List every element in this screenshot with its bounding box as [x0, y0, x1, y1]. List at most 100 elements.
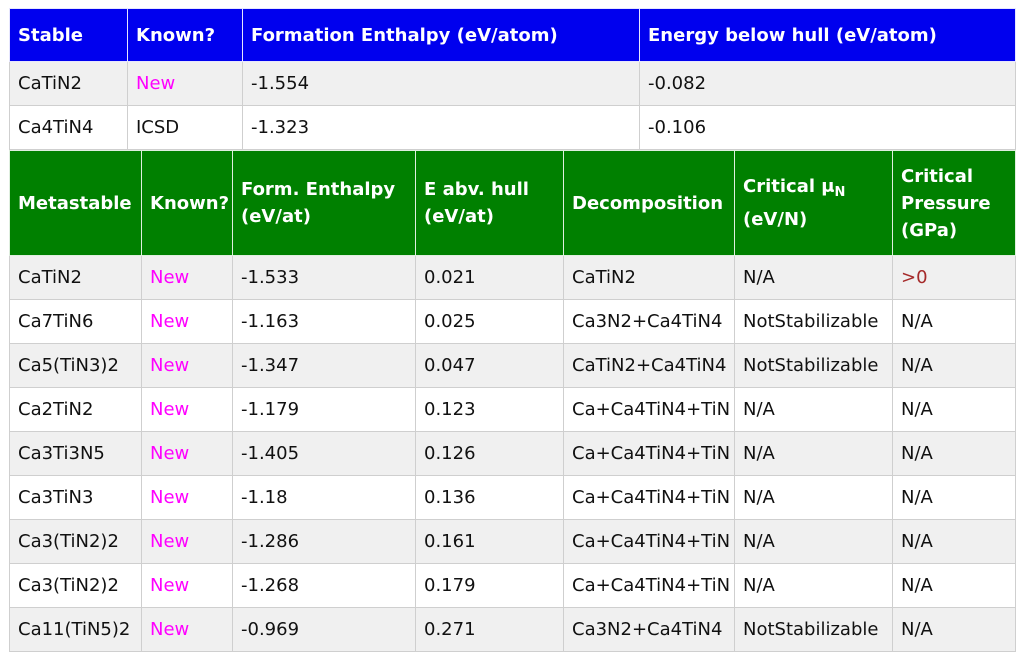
known-cell: New: [141, 607, 233, 652]
decomposition-cell: CaTiN2+Ca4TiN4: [563, 343, 735, 388]
header-critical-pressure-line3: (GPa): [901, 219, 958, 241]
critical-mu-cell: NotStabilizable: [734, 607, 893, 652]
header-form-enthalpy-line1: Form. Enthalpy: [241, 179, 396, 200]
critical-mu-cell: NotStabilizable: [734, 299, 893, 344]
table-row: CaTiN2 New -1.533 0.021 CaTiN2 N/A >0: [9, 255, 1016, 300]
header-form-enthalpy: Form. Enthalpy (eV/at): [232, 150, 416, 256]
table-row: Ca2TiN2 New -1.179 0.123 Ca+Ca4TiN4+TiN …: [9, 387, 1016, 432]
critical-pressure-cell: N/A: [892, 299, 1016, 344]
enthalpy-cell: -1.286: [232, 519, 416, 564]
header-e-abv-hull-line1: E abv. hull: [424, 179, 529, 200]
known-cell: New: [141, 475, 233, 520]
table-row: Ca11(TiN5)2 New -0.969 0.271 Ca3N2+Ca4Ti…: [9, 607, 1016, 652]
known-cell: ICSD: [127, 105, 243, 150]
header-energy-below-hull: Energy below hull (eV/atom): [639, 8, 1016, 62]
critical-pressure-cell: N/A: [892, 519, 1016, 564]
compound-cell: Ca3TiN3: [9, 475, 142, 520]
critical-mu-cell: N/A: [734, 475, 893, 520]
compound-cell: Ca2TiN2: [9, 387, 142, 432]
hull-cell: 0.179: [415, 563, 564, 608]
decomposition-cell: Ca+Ca4TiN4+TiN: [563, 431, 735, 476]
hull-cell: 0.271: [415, 607, 564, 652]
enthalpy-cell: -0.969: [232, 607, 416, 652]
compound-cell: Ca4TiN4: [9, 105, 128, 150]
critical-mu-cell: N/A: [734, 255, 893, 300]
table-row: Ca7TiN6 New -1.163 0.025 Ca3N2+Ca4TiN4 N…: [9, 299, 1016, 344]
header-critical-mu: Critical μN (eV/N): [734, 150, 893, 256]
stable-header-row: Stable Known? Formation Enthalpy (eV/ato…: [9, 8, 1016, 62]
decomposition-cell: Ca3N2+Ca4TiN4: [563, 299, 735, 344]
known-cell: New: [141, 255, 233, 300]
decomposition-cell: Ca+Ca4TiN4+TiN: [563, 563, 735, 608]
table-row: CaTiN2 New -1.554 -0.082: [9, 61, 1016, 106]
critical-mu-cell: N/A: [734, 431, 893, 476]
critical-pressure-cell: N/A: [892, 431, 1016, 476]
known-cell: New: [141, 563, 233, 608]
hull-cell: 0.021: [415, 255, 564, 300]
table-row: Ca3(TiN2)2 New -1.286 0.161 Ca+Ca4TiN4+T…: [9, 519, 1016, 564]
enthalpy-cell: -1.179: [232, 387, 416, 432]
header-form-enthalpy-line2: (eV/at): [241, 206, 311, 227]
hull-cell: 0.123: [415, 387, 564, 432]
table-row: Ca3Ti3N5 New -1.405 0.126 Ca+Ca4TiN4+TiN…: [9, 431, 1016, 476]
header-formation-enthalpy: Formation Enthalpy (eV/atom): [242, 8, 640, 62]
header-stable: Stable: [9, 8, 128, 62]
table-row: Ca5(TiN3)2 New -1.347 0.047 CaTiN2+Ca4Ti…: [9, 343, 1016, 388]
hull-cell: 0.161: [415, 519, 564, 564]
compound-cell: Ca7TiN6: [9, 299, 142, 344]
enthalpy-cell: -1.405: [232, 431, 416, 476]
enthalpy-cell: -1.163: [232, 299, 416, 344]
critical-pressure-cell: N/A: [892, 343, 1016, 388]
critical-mu-cell: N/A: [734, 519, 893, 564]
critical-pressure-cell: N/A: [892, 475, 1016, 520]
critical-mu-cell: NotStabilizable: [734, 343, 893, 388]
decomposition-cell: CaTiN2: [563, 255, 735, 300]
known-cell: New: [141, 299, 233, 344]
table-row: Ca3(TiN2)2 New -1.268 0.179 Ca+Ca4TiN4+T…: [9, 563, 1016, 608]
enthalpy-cell: -1.554: [242, 61, 640, 106]
enthalpy-cell: -1.268: [232, 563, 416, 608]
metastable-header-row: Metastable Known? Form. Enthalpy (eV/at)…: [9, 150, 1016, 256]
compound-cell: Ca3(TiN2)2: [9, 563, 142, 608]
metastable-table: Metastable Known? Form. Enthalpy (eV/at)…: [9, 150, 1016, 652]
critical-pressure-cell: N/A: [892, 607, 1016, 652]
hull-cell: 0.136: [415, 475, 564, 520]
header-critical-mu-sub: N: [834, 185, 846, 200]
enthalpy-cell: -1.18: [232, 475, 416, 520]
critical-pressure-cell: N/A: [892, 387, 1016, 432]
compound-cell: Ca3Ti3N5: [9, 431, 142, 476]
header-e-abv-hull: E abv. hull (eV/at): [415, 150, 564, 256]
hull-cell: -0.106: [639, 105, 1016, 150]
critical-pressure-cell: N/A: [892, 563, 1016, 608]
compound-cell: Ca3(TiN2)2: [9, 519, 142, 564]
compound-cell: Ca5(TiN3)2: [9, 343, 142, 388]
header-decomposition: Decomposition: [563, 150, 735, 256]
header-known: Known?: [141, 150, 233, 256]
header-known: Known?: [127, 8, 243, 62]
table-row: Ca3TiN3 New -1.18 0.136 Ca+Ca4TiN4+TiN N…: [9, 475, 1016, 520]
known-cell: New: [141, 387, 233, 432]
decomposition-cell: Ca3N2+Ca4TiN4: [563, 607, 735, 652]
known-cell: New: [141, 519, 233, 564]
decomposition-cell: Ca+Ca4TiN4+TiN: [563, 519, 735, 564]
hull-cell: -0.082: [639, 61, 1016, 106]
critical-mu-cell: N/A: [734, 387, 893, 432]
known-cell: New: [141, 343, 233, 388]
enthalpy-cell: -1.347: [232, 343, 416, 388]
header-critical-pressure-line2: Pressure: [901, 192, 991, 214]
critical-pressure-cell: >0: [892, 255, 1016, 300]
hull-cell: 0.025: [415, 299, 564, 344]
header-critical-pressure-line1: Critical: [901, 165, 974, 187]
critical-mu-cell: N/A: [734, 563, 893, 608]
known-cell: New: [127, 61, 243, 106]
table-row: Ca4TiN4 ICSD -1.323 -0.106: [9, 105, 1016, 150]
compound-cell: CaTiN2: [9, 255, 142, 300]
hull-cell: 0.047: [415, 343, 564, 388]
known-cell: New: [141, 431, 233, 476]
header-critical-mu-line1: Critical μ: [743, 176, 835, 197]
header-critical-mu-line2: (eV/N): [743, 209, 808, 230]
decomposition-cell: Ca+Ca4TiN4+TiN: [563, 475, 735, 520]
header-critical-pressure: Critical Pressure (GPa): [892, 150, 1016, 256]
compound-cell: Ca11(TiN5)2: [9, 607, 142, 652]
stable-table: Stable Known? Formation Enthalpy (eV/ato…: [9, 8, 1016, 150]
